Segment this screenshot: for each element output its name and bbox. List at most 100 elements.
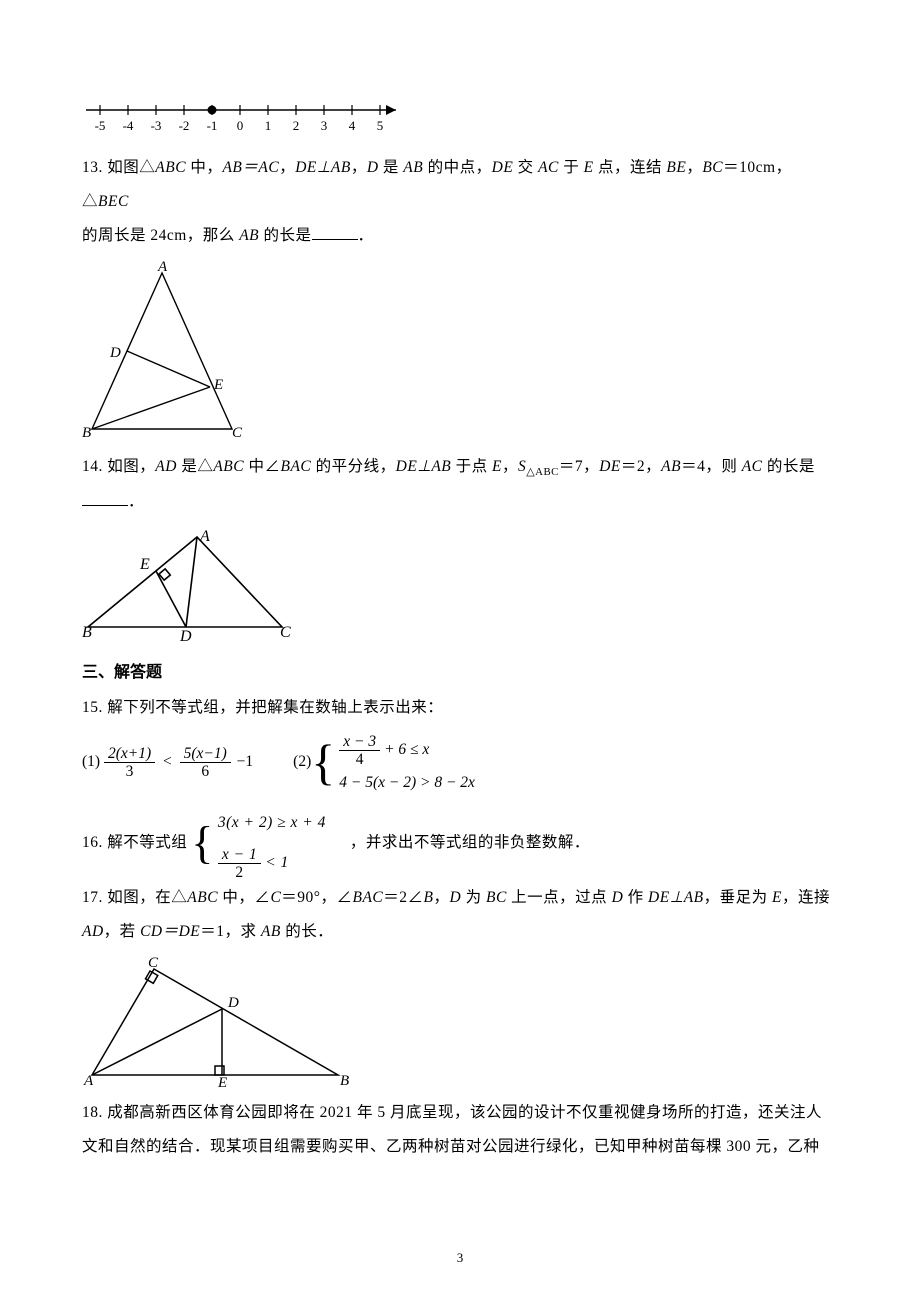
q14-ab: AB (661, 458, 681, 475)
d2: D (612, 889, 624, 906)
ab: AB (261, 923, 281, 940)
sep: ， (351, 159, 367, 176)
period: ． (128, 493, 144, 510)
q14-e: E (492, 458, 502, 475)
blank (82, 491, 128, 506)
sep: ， (686, 159, 702, 176)
t: ＝1，求 (200, 923, 261, 940)
tick-label: 1 (265, 118, 272, 133)
den: 3 (104, 763, 155, 780)
tick-label: 2 (293, 118, 300, 133)
label-C: C (148, 957, 159, 971)
tick-label: 4 (349, 118, 356, 133)
q13-ab2: AB (239, 227, 259, 244)
q14-text: 14. 如图，AD 是△ABC 中∠BAC 的平分线，DE⊥AB 于点 E，S△… (82, 450, 836, 485)
t: 上一点，过点 (507, 889, 612, 906)
num: x − 3 (339, 733, 380, 751)
t: ＝2， (621, 458, 661, 475)
t: 交 (513, 159, 538, 176)
row1: 3(x + 2) ≥ x + 4 (218, 806, 326, 840)
label: (1) (82, 753, 100, 770)
cd: CD＝DE (140, 923, 200, 940)
q16-text: 16. 解不等式组 { 3(x + 2) ≥ x + 4 x − 1 2 < 1… (82, 806, 836, 881)
period: ． (358, 227, 374, 244)
num: 5(x−1) (180, 745, 231, 763)
t: 为 (461, 889, 486, 906)
q17-text2: AD，若 CD＝DE＝1，求 AB 的长． (82, 915, 836, 949)
sep: ， (279, 159, 295, 176)
label-C: C (232, 425, 243, 441)
q13-abc: ABC (155, 159, 186, 176)
label-E: E (213, 377, 223, 393)
t: 中∠ (244, 458, 280, 475)
t: ＝7， (559, 458, 599, 475)
brace-icon: { (191, 820, 214, 866)
t: ＝2∠ (383, 889, 423, 906)
q13-e: E (584, 159, 594, 176)
q17-figure: A B C D E (82, 957, 836, 1092)
num: 2(x+1) (104, 745, 155, 763)
q18-line1: 18. 成都高新西区体育公园即将在 2021 年 5 月底呈现，该公园的设计不仅… (82, 1096, 836, 1130)
t: 作 (623, 889, 648, 906)
q13-text: 13. 如图△ABC 中，AB＝AC，DE⊥AB，D 是 AB 的中点，DE 交… (82, 151, 836, 219)
pre: 16. 解不等式组 (82, 826, 187, 860)
label-E: E (139, 556, 150, 573)
q14-sabc: △ABC (526, 466, 559, 478)
sep: ， (502, 458, 518, 475)
tail: ，并求出不等式组的非负整数解． (350, 826, 590, 860)
q13-eq1: AB＝AC (222, 159, 279, 176)
t: 的周长是 24cm，那么 (82, 227, 239, 244)
tick-label: 5 (377, 118, 384, 133)
blank (312, 225, 358, 240)
q14-ac: AC (742, 458, 763, 475)
t: ，若 (104, 923, 140, 940)
den: 6 (180, 763, 231, 780)
tail: −1 (235, 753, 254, 770)
page-number: 3 (0, 1250, 920, 1266)
sep: ， (434, 889, 450, 906)
q14-de2: DE (599, 458, 621, 475)
t: 的长是 (763, 458, 815, 475)
label-A: A (83, 1073, 94, 1087)
t: 点，连结 (594, 159, 667, 176)
label-C: C (280, 624, 291, 641)
t: ＝4，则 (681, 458, 742, 475)
q14-bac: BAC (281, 458, 312, 475)
q15-part1: (1) 2(x+1) 3 < 5(x−1) 6 −1 (82, 745, 253, 780)
t: 于 (559, 159, 584, 176)
q13-bec: BEC (98, 193, 129, 210)
label-E: E (217, 1075, 227, 1087)
den: 4 (339, 751, 380, 768)
tick-label: 0 (237, 118, 244, 133)
t: 17. 如图，在△ (82, 889, 187, 906)
row2: 4 − 5(x − 2) > 8 − 2x (339, 774, 475, 792)
tick-label: -5 (95, 118, 106, 133)
den: 2 (218, 864, 261, 881)
t: 中，∠ (218, 889, 270, 906)
row-tail: < 1 (261, 846, 289, 880)
t: ＝90°，∠ (281, 889, 352, 906)
tick-label: 3 (321, 118, 328, 133)
tick-label: -2 (179, 118, 190, 133)
t: 的长是 (259, 227, 311, 244)
de: DE⊥AB (648, 889, 704, 906)
q13-text2: 的周长是 24cm，那么 AB 的长是 ． (82, 219, 836, 253)
tick-label: -1 (207, 118, 218, 133)
t: 的平分线， (311, 458, 395, 475)
tick-label: -4 (123, 118, 134, 133)
q15-formulas: (1) 2(x+1) 3 < 5(x−1) 6 −1 (2) { x − 3 (82, 733, 836, 792)
t: ，连接 (782, 889, 830, 906)
label: (2) (293, 753, 311, 771)
label-B: B (340, 1073, 349, 1087)
label-D: D (227, 995, 239, 1011)
q13-mid1: 中， (186, 159, 222, 176)
row-tail: + 6 ≤ x (380, 741, 429, 759)
q17-text: 17. 如图，在△ABC 中，∠C＝90°，∠BAC＝2∠B，D 为 BC 上一… (82, 881, 836, 915)
t: 的长． (281, 923, 333, 940)
section3-title: 三、解答题 (82, 655, 836, 690)
bac: BAC (352, 889, 383, 906)
num: x − 1 (218, 846, 261, 864)
q14-de: DE⊥AB (396, 458, 452, 475)
brace-icon: { (311, 737, 335, 787)
q14-text2: ． (82, 485, 836, 519)
